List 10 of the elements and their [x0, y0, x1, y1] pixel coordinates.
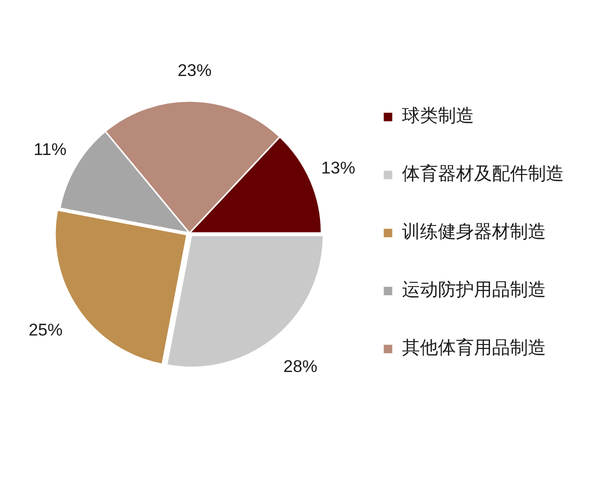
data-label: 13% — [321, 158, 356, 178]
legend-label: 其他体育用品制造 — [402, 338, 546, 358]
legend-label: 体育器材及配件制造 — [402, 164, 564, 184]
data-label: 28% — [283, 356, 318, 376]
data-label: 11% — [34, 140, 66, 160]
legend-label: 训练健身器材制造 — [402, 222, 546, 242]
legend-label: 球类制造 — [402, 106, 474, 126]
data-label: 23% — [178, 60, 212, 80]
legend-label: 运动防护用品制造 — [402, 280, 546, 300]
data-label: 25% — [28, 320, 63, 340]
